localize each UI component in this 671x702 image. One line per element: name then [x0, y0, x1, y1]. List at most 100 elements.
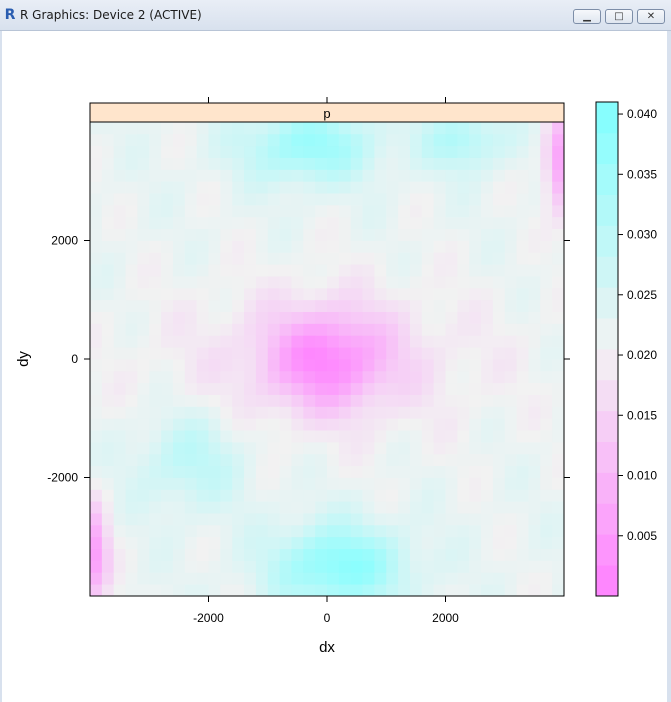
- heatmap-cell: [504, 370, 517, 384]
- heatmap-cell: [327, 276, 340, 289]
- heatmap-cell: [398, 430, 411, 443]
- heatmap-cell: [303, 299, 316, 312]
- heatmap-cell: [279, 169, 292, 182]
- heatmap-cell: [244, 501, 257, 514]
- heatmap-cell: [469, 240, 482, 253]
- heatmap-cell: [196, 489, 209, 502]
- heatmap-cell: [291, 169, 304, 182]
- heatmap-cell: [137, 430, 150, 443]
- heatmap-cell: [149, 560, 162, 573]
- heatmap-cell: [445, 228, 458, 241]
- heatmap-cell: [398, 370, 411, 384]
- heatmap-cell: [374, 181, 387, 194]
- heatmap-cell: [255, 572, 269, 585]
- heatmap-cell: [291, 323, 304, 336]
- heatmap-cell: [409, 477, 423, 490]
- heatmap-cell: [279, 193, 292, 206]
- heatmap-cell: [516, 193, 529, 206]
- heatmap-cell: [338, 287, 352, 301]
- heatmap-cell: [374, 441, 387, 455]
- heatmap-cell: [445, 193, 458, 206]
- heatmap-cell: [362, 560, 375, 573]
- heatmap-cell: [196, 501, 209, 514]
- heatmap-cell: [528, 513, 541, 526]
- heatmap-cell: [433, 347, 446, 360]
- close-button[interactable]: ✕: [637, 9, 665, 24]
- heatmap-cell: [137, 287, 150, 301]
- heatmap-cell: [540, 560, 553, 573]
- y-axis-label: dy: [15, 351, 32, 367]
- heatmap-cell: [315, 181, 328, 194]
- heatmap-cell: [149, 453, 162, 467]
- heatmap-cell: [279, 453, 292, 467]
- heatmap-cell: [291, 584, 304, 597]
- heatmap-cell: [457, 465, 470, 478]
- heatmap-cell: [279, 370, 292, 384]
- heatmap-cell: [516, 441, 529, 455]
- heatmap-cell: [528, 465, 541, 478]
- heatmap-cell: [184, 359, 198, 372]
- heatmap-cell: [244, 430, 257, 443]
- heatmap-cell: [457, 524, 470, 538]
- heatmap-cell: [338, 406, 352, 419]
- heatmap-cell: [90, 453, 103, 467]
- heatmap-cell: [469, 335, 482, 348]
- heatmap-cell: [421, 264, 435, 277]
- heatmap-cell: [196, 406, 209, 419]
- heatmap-cell: [386, 359, 399, 372]
- heatmap-cell: [338, 465, 352, 478]
- heatmap-cell: [433, 465, 446, 478]
- heatmap-cell: [398, 560, 411, 573]
- heatmap-cell: [504, 536, 517, 549]
- heatmap-cell: [101, 299, 115, 312]
- heatmap-cell: [540, 145, 553, 158]
- heatmap-cell: [113, 453, 126, 467]
- heatmap-cell: [481, 181, 494, 194]
- heatmap-cell: [196, 536, 209, 549]
- heatmap-cell: [303, 370, 316, 384]
- heatmap-cell: [492, 359, 506, 372]
- heatmap-cell: [255, 477, 269, 490]
- heatmap-cell: [184, 276, 198, 289]
- heatmap-cell: [504, 216, 517, 230]
- heatmap-cell: [315, 453, 328, 467]
- window-title: R Graphics: Device 2 (ACTIVE): [20, 8, 202, 22]
- heatmap-cell: [552, 311, 565, 324]
- heatmap-cell: [540, 359, 553, 372]
- heatmap-cell: [255, 347, 269, 360]
- heatmap-cell: [184, 394, 198, 407]
- heatmap-cell: [279, 204, 292, 218]
- heatmap-cell: [481, 524, 494, 538]
- heatmap-cell: [220, 418, 233, 431]
- heatmap-cell: [374, 524, 387, 538]
- heatmap-cell: [457, 572, 470, 585]
- heatmap-cell: [433, 453, 446, 467]
- heatmap-cell: [255, 133, 269, 147]
- heatmap-cell: [113, 181, 126, 194]
- minimize-button[interactable]: ▁: [573, 9, 601, 24]
- heatmap-cell: [338, 513, 352, 526]
- heatmap-cell: [433, 193, 446, 206]
- heatmap-cell: [267, 382, 280, 395]
- heatmap-cell: [398, 489, 411, 502]
- heatmap-cell: [232, 513, 245, 526]
- heatmap-cell: [125, 335, 138, 348]
- heatmap-cell: [528, 216, 541, 230]
- heatmap-cell: [279, 572, 292, 585]
- heatmap-cell: [409, 347, 423, 360]
- heatmap-cell: [374, 359, 387, 372]
- heatmap-cell: [279, 276, 292, 289]
- heatmap-cell: [327, 382, 340, 395]
- heatmap-cell: [409, 572, 423, 585]
- heatmap-cell: [481, 323, 494, 336]
- heatmap-cell: [161, 477, 174, 490]
- heatmap-cell: [161, 323, 174, 336]
- heatmap-cell: [244, 560, 257, 573]
- heatmap-cell: [232, 252, 245, 265]
- heatmap-cell: [386, 216, 399, 230]
- heatmap-cell: [113, 501, 126, 514]
- heatmap-cell: [279, 287, 292, 301]
- heatmap-cell: [172, 311, 186, 324]
- maximize-button[interactable]: □: [605, 9, 633, 24]
- heatmap-cell: [220, 560, 233, 573]
